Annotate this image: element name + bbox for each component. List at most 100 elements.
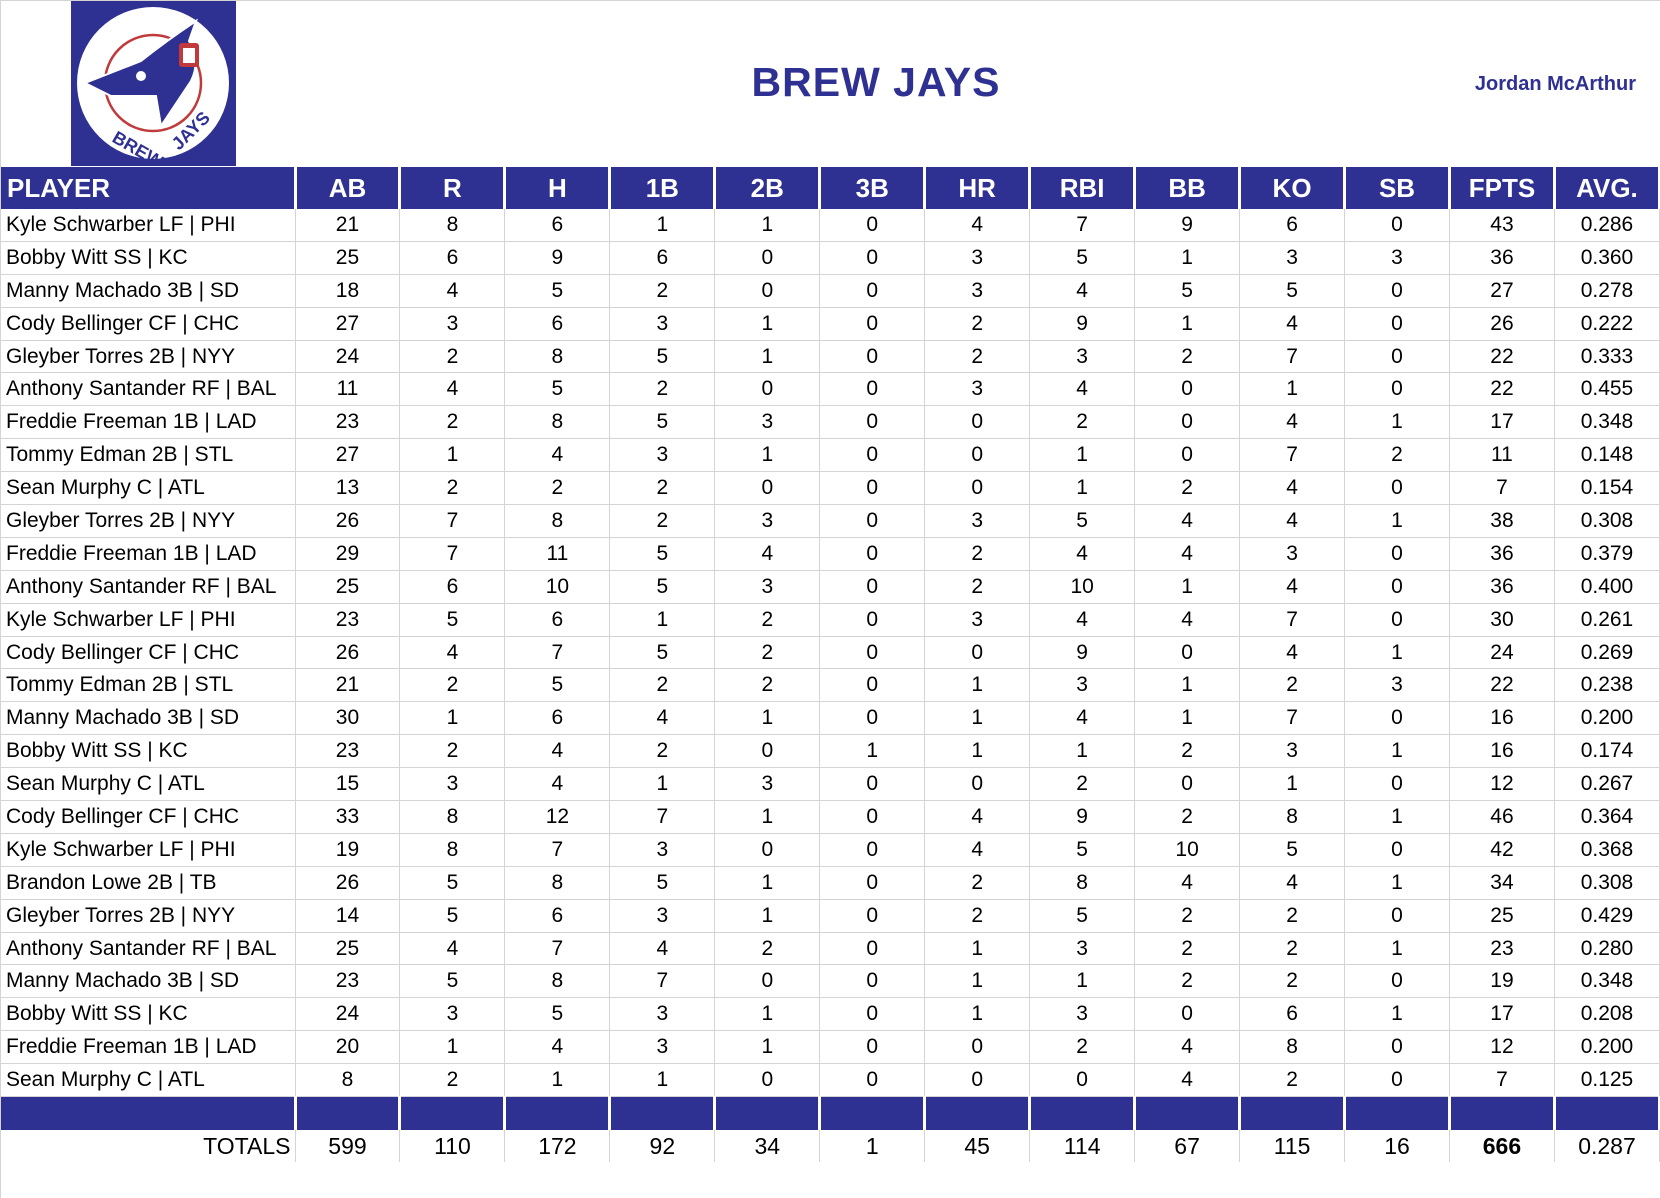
column-header-3b: 3B	[819, 167, 927, 209]
blue-jay-beer-logo-icon: BREW JAYS	[77, 7, 229, 172]
stat-cell: 1	[714, 997, 821, 1032]
stat-cell: 1	[1239, 767, 1346, 802]
stat-cell: 2	[609, 471, 716, 506]
stat-cell: 0	[1344, 209, 1450, 242]
stat-cell: 0	[819, 570, 926, 604]
table-row: Bobby Witt SS | KC 24 3 5 3 1 0 1 3 0 6 1 17 0.208	[1, 997, 1660, 1032]
stat-cell: 2	[1029, 767, 1136, 802]
stat-cell: 0.238	[1554, 668, 1660, 703]
player-name-cell: Gleyber Torres 2B | NYY	[1, 504, 296, 538]
stat-cell: 2	[924, 307, 1031, 341]
stat-cell: 1	[1029, 964, 1136, 999]
stat-cell: 0	[924, 405, 1031, 440]
table-row: Anthony Santander RF | BAL 11 4 5 2 0 0 3 4 0 1 0 22…	[1, 372, 1660, 407]
player-name-cell: Bobby Witt SS | KC	[1, 997, 296, 1032]
header-row: PLAYER AB R H 1B 2B 3B HR RBI BB KO SB FPTS AVG.	[1, 167, 1660, 209]
table-row: Cody Bellinger CF | CHC 26 4 7 5 2 0 0 9 0 4 1 24 0.2…	[1, 636, 1660, 670]
stat-cell: 1	[714, 340, 821, 374]
stat-cell: 4	[504, 438, 611, 473]
stat-cell: 26	[295, 504, 401, 538]
column-header-rbi: RBI	[1029, 167, 1137, 209]
stat-cell: 2	[924, 340, 1031, 374]
player-name-cell: Freddie Freeman 1B | LAD	[1, 537, 296, 571]
stat-cell: 12	[1449, 767, 1555, 802]
player-name-cell: Anthony Santander RF | BAL	[1, 570, 296, 604]
stat-cell: 0.269	[1554, 636, 1660, 670]
stat-cell: 1	[1029, 471, 1136, 506]
stat-cell: 1	[1344, 405, 1450, 440]
player-name-cell: Sean Murphy C | ATL	[1, 471, 296, 506]
stat-cell: 0	[1344, 1030, 1450, 1065]
player-name-cell: Freddie Freeman 1B | LAD	[1, 405, 296, 440]
stat-cell: 8	[1239, 800, 1346, 834]
stat-cell: 0	[819, 537, 926, 571]
separator-cell	[1239, 1096, 1347, 1131]
stat-cell: 7	[1449, 1063, 1555, 1098]
stat-cell: 4	[1134, 603, 1241, 637]
total-cell: 666	[1449, 1130, 1555, 1163]
stat-cell: 36	[1449, 570, 1555, 604]
stat-cell: 21	[295, 209, 401, 242]
stat-cell: 2	[714, 636, 821, 670]
stat-cell: 0.208	[1554, 997, 1660, 1032]
stat-cell: 7	[504, 636, 611, 670]
column-header-ko: KO	[1239, 167, 1347, 209]
stat-cell: 2	[609, 274, 716, 308]
stat-cell: 3	[609, 899, 716, 933]
stat-cell: 0.174	[1554, 734, 1660, 769]
stat-cell: 0	[819, 307, 926, 341]
stat-cell: 0	[1344, 570, 1450, 604]
stat-cell: 1	[714, 701, 821, 736]
stat-cell: 11	[1449, 438, 1555, 473]
player-name-cell: Cody Bellinger CF | CHC	[1, 636, 296, 670]
stat-cell: 0	[1344, 603, 1450, 637]
stat-cell: 2	[924, 537, 1031, 571]
stat-cell: 5	[504, 997, 611, 1032]
stat-cell: 2	[399, 340, 506, 374]
stat-cell: 23	[295, 405, 401, 440]
separator-cell	[399, 1096, 507, 1131]
stat-cell: 16	[1449, 734, 1555, 769]
player-name-cell: Kyle Schwarber LF | PHI	[1, 833, 296, 867]
stat-cell: 7	[399, 537, 506, 571]
stat-cell: 0	[1344, 340, 1450, 374]
stat-cell: 8	[504, 340, 611, 374]
stat-cell: 2	[609, 668, 716, 703]
column-header-hr: HR	[924, 167, 1032, 209]
player-name-cell: Gleyber Torres 2B | NYY	[1, 899, 296, 933]
stat-cell: 3	[1239, 537, 1346, 571]
separator-cell	[714, 1096, 822, 1131]
stat-cell: 0	[819, 636, 926, 670]
table-row: Freddie Freeman 1B | LAD 29 7 11 5 4 0 2 4 4 3 0 36 0…	[1, 537, 1660, 571]
stat-cell: 4	[1239, 636, 1346, 670]
stat-cell: 1	[1344, 800, 1450, 834]
page-title: BREW JAYS	[751, 59, 1001, 105]
total-cell: 599	[295, 1130, 401, 1163]
stat-cell: 3	[1239, 241, 1346, 275]
stat-cell: 42	[1449, 833, 1555, 867]
stat-cell: 0.364	[1554, 800, 1660, 834]
stat-cell: 0	[1344, 833, 1450, 867]
stat-cell: 8	[504, 964, 611, 999]
stat-cell: 1	[609, 209, 716, 242]
stat-cell: 0	[819, 241, 926, 275]
stat-cell: 4	[924, 833, 1031, 867]
stat-cell: 0	[714, 833, 821, 867]
table-row: Sean Murphy C | ATL 8 2 1 1 0 0 0 0 4 2 0 7 0.125	[1, 1063, 1660, 1098]
stat-cell: 0.400	[1554, 570, 1660, 604]
table-row: Gleyber Torres 2B | NYY 24 2 8 5 1 0 2 3 2 7 0 22 0.3…	[1, 340, 1660, 374]
stat-cell: 7	[1449, 471, 1555, 506]
player-name-cell: Anthony Santander RF | BAL	[1, 932, 296, 966]
stat-cell: 1	[1134, 241, 1241, 275]
stat-cell: 7	[1239, 438, 1346, 473]
stat-cell: 8	[504, 866, 611, 900]
stat-cell: 2	[1239, 899, 1346, 933]
stat-cell: 6	[504, 701, 611, 736]
player-name-cell: Cody Bellinger CF | CHC	[1, 307, 296, 341]
stat-cell: 3	[924, 241, 1031, 275]
stat-cell: 7	[1239, 603, 1346, 637]
column-header-player: PLAYER	[1, 167, 297, 209]
table-row: Freddie Freeman 1B | LAD 20 1 4 3 1 0 0 2 4 8 0 12 0.…	[1, 1030, 1660, 1065]
column-header-2b: 2B	[714, 167, 822, 209]
stat-cell: 5	[609, 537, 716, 571]
